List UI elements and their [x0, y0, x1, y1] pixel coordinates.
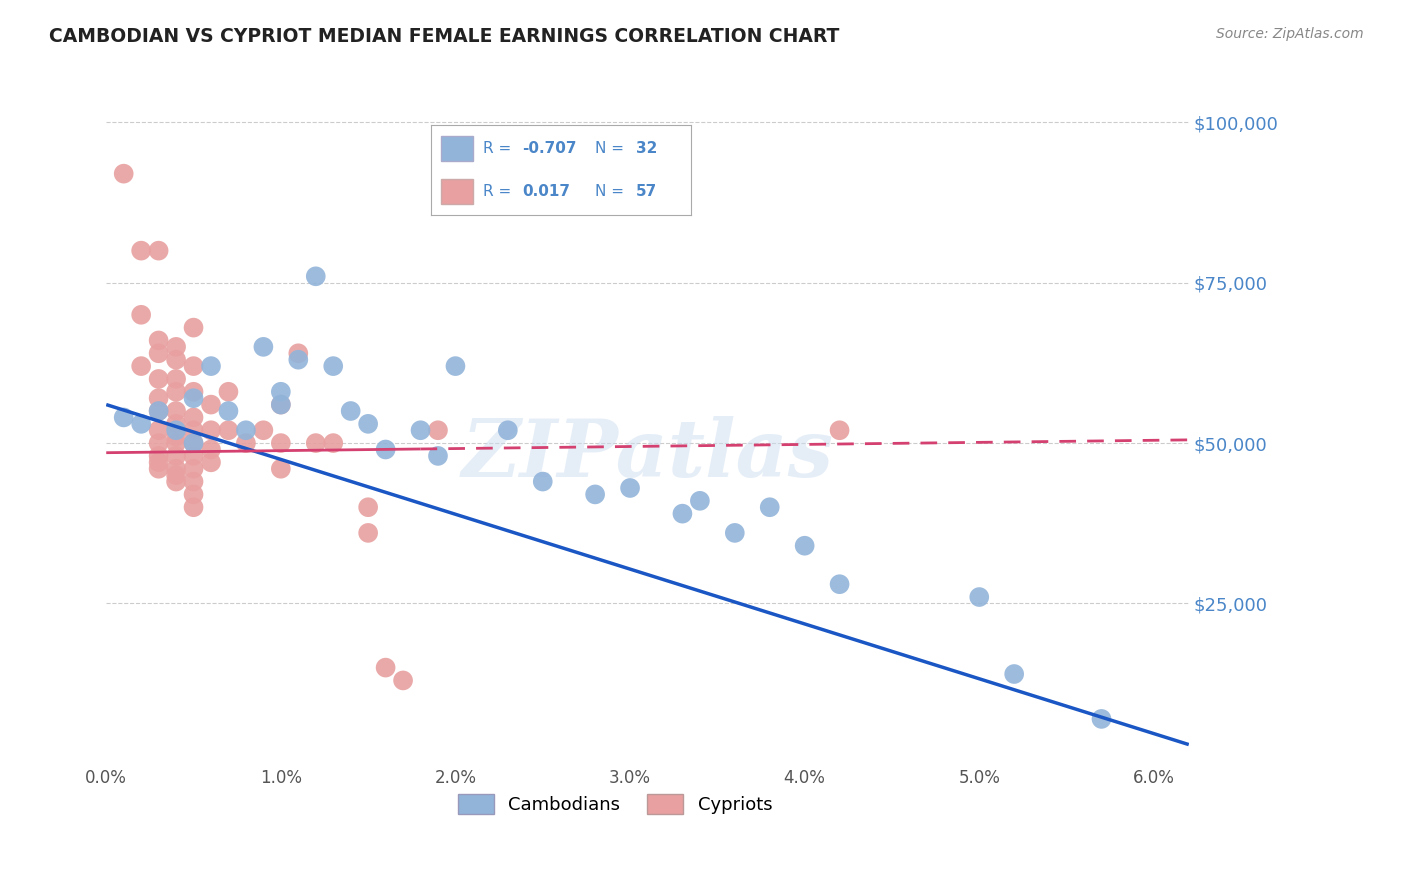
- Point: [112, 167, 135, 181]
- Point: [148, 404, 170, 418]
- Point: [252, 423, 274, 437]
- Point: [252, 340, 274, 354]
- Point: [129, 417, 152, 431]
- Point: [129, 359, 152, 373]
- Point: [148, 455, 170, 469]
- Point: [200, 442, 222, 457]
- Point: [689, 493, 711, 508]
- Point: [200, 398, 222, 412]
- Point: [409, 423, 432, 437]
- Point: [200, 455, 222, 469]
- Point: [427, 423, 450, 437]
- Point: [148, 423, 170, 437]
- Point: [200, 359, 222, 373]
- Point: [148, 461, 170, 475]
- Point: [357, 500, 380, 515]
- Point: [217, 404, 239, 418]
- Point: [793, 539, 815, 553]
- Point: [148, 436, 170, 450]
- Point: [758, 500, 780, 515]
- Point: [183, 359, 205, 373]
- Point: [165, 461, 187, 475]
- Point: [165, 475, 187, 489]
- Point: [200, 423, 222, 437]
- Point: [183, 320, 205, 334]
- Point: [183, 461, 205, 475]
- Point: [828, 577, 851, 591]
- Point: [392, 673, 415, 688]
- Point: [374, 660, 396, 674]
- Point: [287, 346, 309, 360]
- Point: [217, 384, 239, 399]
- Point: [496, 423, 519, 437]
- Point: [129, 308, 152, 322]
- Point: [183, 436, 205, 450]
- Text: CAMBODIAN VS CYPRIOT MEDIAN FEMALE EARNINGS CORRELATION CHART: CAMBODIAN VS CYPRIOT MEDIAN FEMALE EARNI…: [49, 27, 839, 45]
- Point: [1090, 712, 1112, 726]
- Point: [444, 359, 467, 373]
- Point: [235, 436, 257, 450]
- Point: [828, 423, 851, 437]
- Point: [165, 372, 187, 386]
- Point: [165, 384, 187, 399]
- Point: [165, 468, 187, 483]
- Point: [183, 423, 205, 437]
- Point: [339, 404, 361, 418]
- Point: [165, 436, 187, 450]
- Point: [1002, 667, 1025, 681]
- Point: [165, 430, 187, 444]
- Point: [148, 372, 170, 386]
- Point: [112, 410, 135, 425]
- Legend: Cambodians, Cypriots: Cambodians, Cypriots: [449, 785, 782, 823]
- Point: [183, 391, 205, 405]
- Point: [270, 436, 292, 450]
- Point: [148, 404, 170, 418]
- Point: [183, 487, 205, 501]
- Point: [583, 487, 606, 501]
- Point: [619, 481, 641, 495]
- Point: [183, 384, 205, 399]
- Point: [235, 423, 257, 437]
- Text: ZIPatlas: ZIPatlas: [461, 417, 834, 493]
- Point: [357, 417, 380, 431]
- Text: Source: ZipAtlas.com: Source: ZipAtlas.com: [1216, 27, 1364, 41]
- Point: [148, 244, 170, 258]
- Point: [270, 398, 292, 412]
- Point: [270, 398, 292, 412]
- Point: [183, 500, 205, 515]
- Point: [531, 475, 554, 489]
- Point: [671, 507, 693, 521]
- Point: [183, 475, 205, 489]
- Point: [183, 436, 205, 450]
- Point: [165, 423, 187, 437]
- Point: [183, 410, 205, 425]
- Point: [165, 340, 187, 354]
- Point: [305, 436, 328, 450]
- Point: [322, 359, 344, 373]
- Point: [287, 352, 309, 367]
- Point: [374, 442, 396, 457]
- Point: [165, 449, 187, 463]
- Point: [148, 346, 170, 360]
- Point: [305, 269, 328, 284]
- Point: [148, 391, 170, 405]
- Point: [967, 590, 990, 604]
- Point: [322, 436, 344, 450]
- Point: [724, 525, 747, 540]
- Point: [165, 404, 187, 418]
- Point: [183, 449, 205, 463]
- Point: [217, 423, 239, 437]
- Point: [270, 384, 292, 399]
- Point: [165, 417, 187, 431]
- Point: [357, 525, 380, 540]
- Point: [148, 449, 170, 463]
- Point: [148, 334, 170, 348]
- Point: [270, 461, 292, 475]
- Point: [165, 352, 187, 367]
- Point: [427, 449, 450, 463]
- Point: [129, 244, 152, 258]
